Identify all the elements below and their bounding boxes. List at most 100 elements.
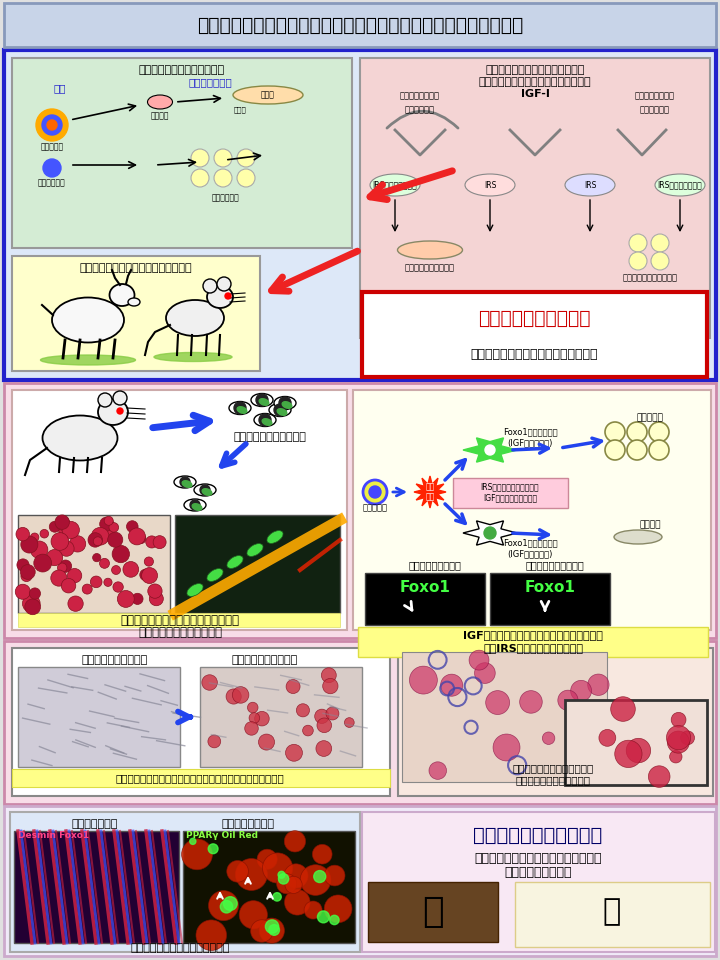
- Circle shape: [474, 662, 495, 684]
- Circle shape: [300, 865, 330, 896]
- Ellipse shape: [247, 543, 263, 557]
- Text: IGFシグナル強度の調節: IGFシグナル強度の調節: [483, 493, 537, 502]
- Circle shape: [286, 680, 300, 693]
- Text: Foxo1が核外に放出: Foxo1が核外に放出: [503, 427, 557, 437]
- Circle shape: [55, 516, 70, 530]
- Circle shape: [104, 578, 112, 587]
- Circle shape: [59, 541, 74, 556]
- Bar: [368, 882, 498, 942]
- Bar: [4, 641, 716, 804]
- Circle shape: [245, 722, 258, 735]
- Circle shape: [651, 252, 669, 270]
- Circle shape: [486, 690, 510, 714]
- Text: 成熟脂肪細胞: 成熟脂肪細胞: [211, 194, 239, 203]
- Circle shape: [284, 890, 310, 915]
- Circle shape: [284, 830, 305, 852]
- Circle shape: [132, 593, 143, 605]
- Text: 新規IRS結合タンパク質の同定: 新規IRS結合タンパク質の同定: [483, 643, 583, 653]
- Circle shape: [605, 440, 625, 460]
- Text: IGF-I: IGF-I: [521, 89, 549, 99]
- Text: 細胞成長因子: 細胞成長因子: [405, 106, 435, 114]
- Circle shape: [484, 527, 496, 539]
- Circle shape: [667, 726, 690, 750]
- Text: コネキシン機能阻害後: コネキシン機能阻害後: [232, 655, 298, 665]
- Text: 人為的改変技術開発: 人為的改変技術開発: [504, 866, 572, 878]
- Circle shape: [99, 559, 109, 568]
- Text: 筋細胞へ: 筋細胞へ: [639, 520, 661, 530]
- Circle shape: [21, 570, 32, 582]
- Text: 細胞外マトリクス: 細胞外マトリクス: [635, 91, 675, 101]
- Text: 細胞外マトリクス: 細胞外マトリクス: [400, 91, 440, 101]
- Circle shape: [649, 422, 669, 442]
- Circle shape: [234, 402, 246, 414]
- Circle shape: [153, 536, 166, 549]
- Circle shape: [302, 725, 313, 736]
- Circle shape: [145, 536, 158, 548]
- Text: 細胞外因子・細胞内因子の探索と同定: 細胞外因子・細胞内因子の探索と同定: [479, 77, 591, 87]
- Bar: [18, 613, 340, 627]
- FancyArrowPatch shape: [387, 111, 458, 128]
- Text: 筋芽細胞: 筋芽細胞: [150, 111, 169, 121]
- Circle shape: [53, 573, 65, 584]
- Circle shape: [255, 711, 269, 726]
- Circle shape: [629, 252, 647, 270]
- Circle shape: [209, 891, 238, 921]
- Circle shape: [58, 564, 67, 572]
- Circle shape: [42, 115, 62, 135]
- Circle shape: [237, 149, 255, 167]
- Circle shape: [273, 893, 282, 901]
- Circle shape: [323, 679, 338, 694]
- Bar: [453, 478, 568, 508]
- Circle shape: [259, 414, 271, 426]
- Text: Desmin Foxo1: Desmin Foxo1: [18, 831, 89, 841]
- Circle shape: [680, 731, 695, 745]
- Circle shape: [16, 527, 30, 540]
- Bar: [362, 812, 715, 952]
- Circle shape: [190, 838, 196, 845]
- Ellipse shape: [614, 530, 662, 544]
- Text: IGFシグナル強度をモニターする系の確立と: IGFシグナル強度をモニターする系の確立と: [463, 630, 603, 640]
- Text: 筋線維の過収縮が筋衛星細胞: 筋線維の過収縮が筋衛星細胞: [513, 763, 593, 773]
- Text: 筋衛星細胞を筋細胞・脂肪細胞へ分化させる運命決定因子の同定: 筋衛星細胞を筋細胞・脂肪細胞へ分化させる運命決定因子の同定: [197, 15, 523, 35]
- Circle shape: [248, 703, 258, 713]
- Circle shape: [410, 666, 437, 694]
- Polygon shape: [463, 521, 517, 545]
- Bar: [10, 812, 360, 952]
- Circle shape: [62, 521, 79, 539]
- Ellipse shape: [229, 401, 251, 415]
- Text: 細胞成長因子: 細胞成長因子: [640, 106, 670, 114]
- Ellipse shape: [397, 241, 462, 259]
- Circle shape: [112, 545, 130, 563]
- Text: (IGFシグナル弱): (IGFシグナル弱): [508, 549, 553, 559]
- Ellipse shape: [148, 95, 173, 109]
- Text: 筋衛星細胞の分化運命を決定する: 筋衛星細胞の分化運命を決定する: [485, 65, 585, 75]
- Bar: [360, 58, 710, 338]
- Circle shape: [21, 536, 38, 553]
- Circle shape: [140, 569, 151, 581]
- Circle shape: [144, 557, 153, 566]
- Circle shape: [558, 690, 578, 710]
- Circle shape: [98, 393, 112, 407]
- Circle shape: [315, 709, 329, 724]
- Ellipse shape: [174, 476, 196, 488]
- Ellipse shape: [267, 531, 283, 543]
- Bar: [362, 292, 707, 377]
- Text: 筋細胞: 筋細胞: [233, 107, 246, 113]
- Bar: [12, 256, 260, 371]
- Ellipse shape: [207, 286, 233, 308]
- Text: (IGFシグナル強): (IGFシグナル強): [508, 439, 553, 447]
- Bar: [4, 50, 716, 380]
- Ellipse shape: [202, 489, 212, 495]
- Circle shape: [36, 109, 68, 141]
- Circle shape: [91, 527, 109, 545]
- Text: 筋線維: 筋線維: [261, 90, 275, 100]
- Ellipse shape: [109, 284, 135, 306]
- Ellipse shape: [187, 584, 203, 596]
- Ellipse shape: [237, 407, 247, 414]
- Circle shape: [615, 740, 642, 768]
- Text: を脂肪細胞へと運命づける: を脂肪細胞へと運命づける: [516, 775, 590, 785]
- Circle shape: [142, 567, 158, 584]
- Circle shape: [214, 169, 232, 187]
- Circle shape: [93, 554, 101, 562]
- Circle shape: [276, 874, 297, 894]
